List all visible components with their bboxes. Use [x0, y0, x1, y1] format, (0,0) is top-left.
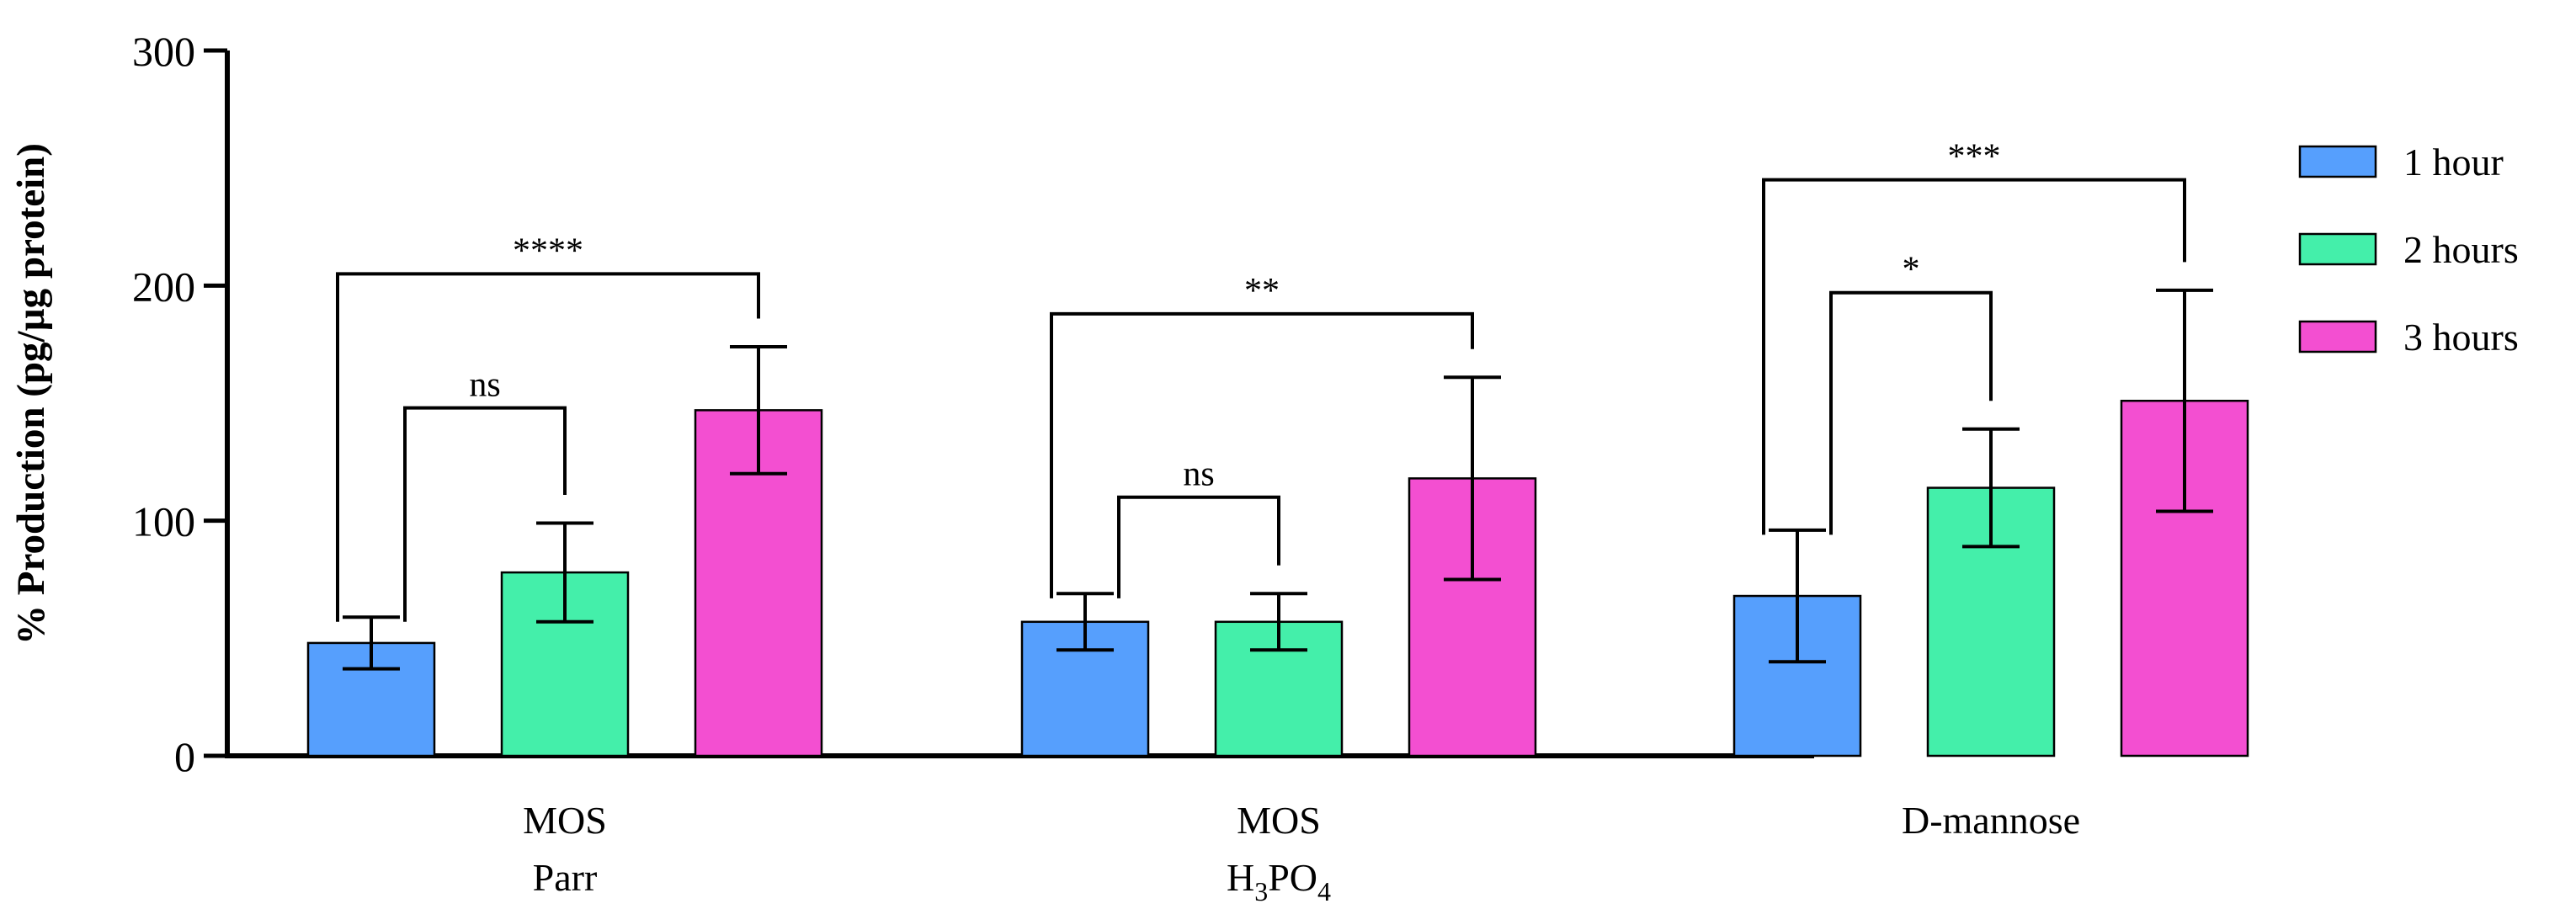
- legend: 1 hour 2 hours 3 hours: [2298, 141, 2519, 359]
- formula-text: PO: [1268, 856, 1317, 899]
- significance-bracket: [403, 406, 567, 622]
- bars: [306, 288, 2249, 758]
- y-tick-label: 200: [132, 263, 195, 310]
- significance-label: ns: [469, 366, 500, 405]
- significance-bracket: [1050, 311, 1474, 598]
- axes: 0 100 200 300 MOS Parr MOS H3PO4 D-mannose: [132, 28, 2080, 906]
- subscript: 3: [1254, 876, 1268, 906]
- significance-label: *: [1903, 251, 1920, 290]
- legend-label: 1 hour: [2403, 141, 2504, 183]
- legend-swatch: [2298, 145, 2377, 178]
- legend-label: 2 hours: [2403, 228, 2519, 271]
- y-axis-label: % Production (pg/µg protein): [9, 143, 53, 645]
- significance-label: ***: [1948, 138, 2001, 177]
- y-tick-label: 0: [174, 733, 195, 780]
- significance-bracket: [336, 272, 760, 622]
- subscript: 4: [1317, 876, 1331, 906]
- legend-swatch: [2298, 320, 2377, 354]
- significance-label: **: [1244, 272, 1280, 311]
- legend-label: 3 hours: [2403, 316, 2519, 359]
- significance-bracket: [1762, 178, 2186, 535]
- formula-text: H: [1227, 856, 1254, 899]
- y-tick-label: 300: [132, 28, 195, 75]
- y-tick-label: 100: [132, 498, 195, 545]
- legend-swatch: [2298, 232, 2377, 266]
- x-tick-label: MOS: [523, 799, 607, 842]
- significance-label: ns: [1183, 455, 1214, 494]
- x-tick-label: MOS: [1237, 799, 1321, 842]
- significance-bracket: [1117, 495, 1280, 598]
- x-tick-label-sub: H3PO4: [1227, 856, 1331, 906]
- significance-bracket: [1829, 290, 1993, 535]
- x-tick-label: D-mannose: [1902, 799, 2080, 842]
- significance-label: ****: [513, 231, 583, 270]
- significance-brackets: ns****ns******: [336, 138, 2186, 622]
- x-tick-label-sub: Parr: [533, 856, 598, 899]
